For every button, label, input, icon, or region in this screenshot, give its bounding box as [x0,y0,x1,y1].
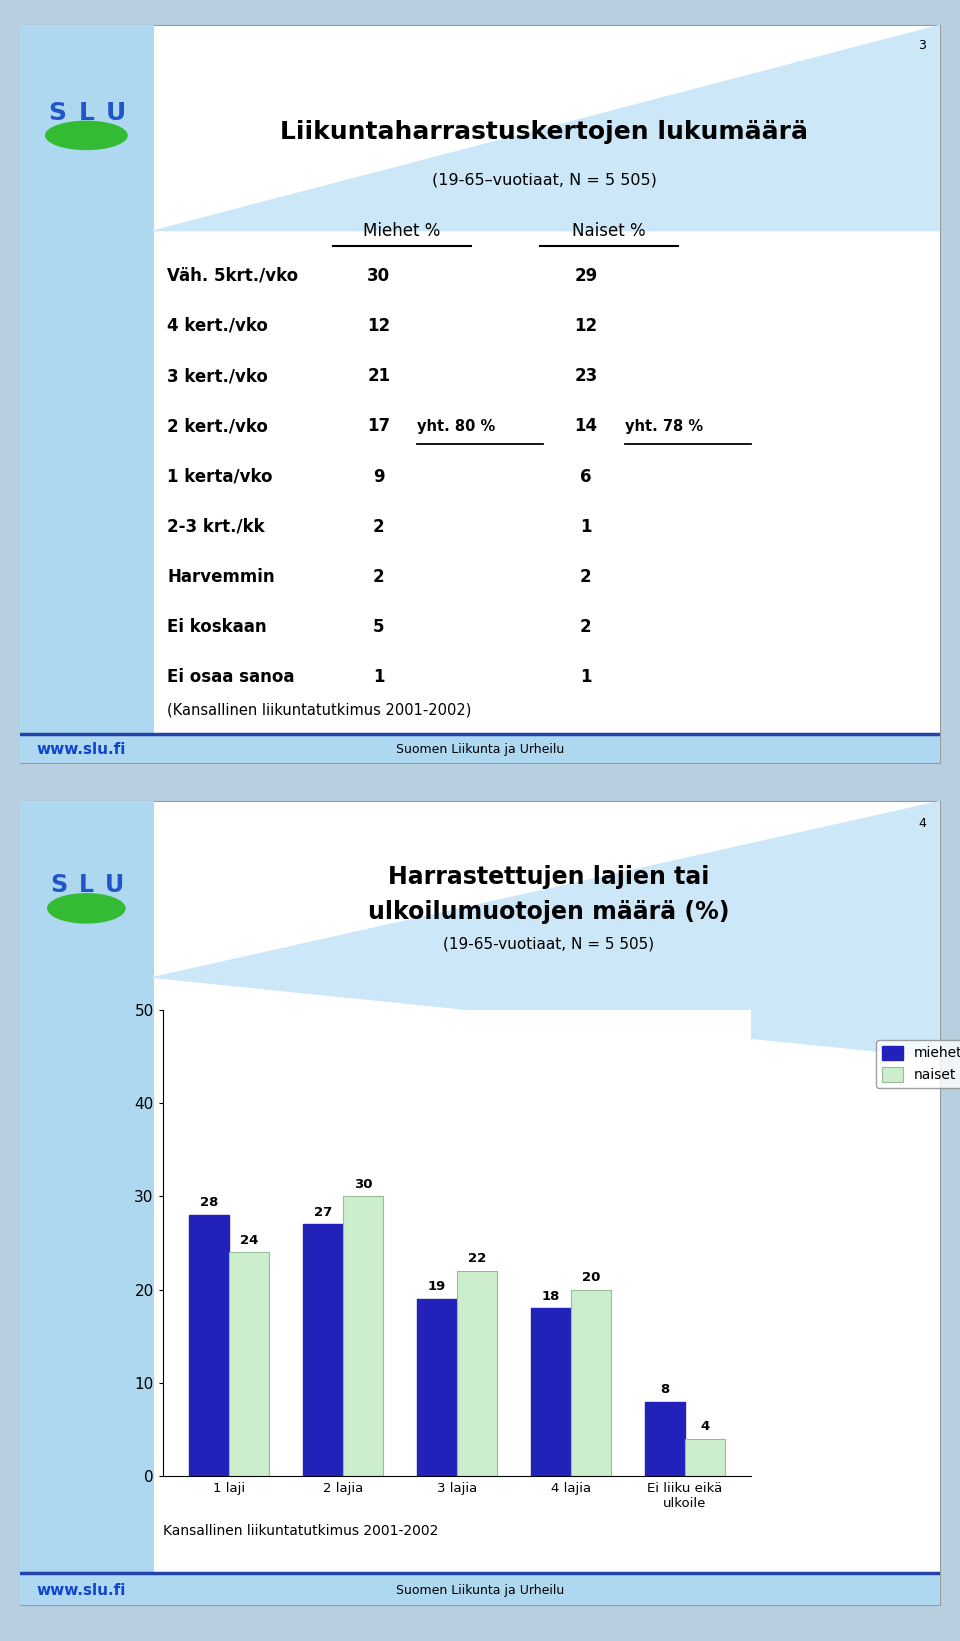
Text: www.slu.fi: www.slu.fi [36,1584,126,1598]
Bar [645,1401,684,1477]
Text: 5: 5 [373,619,385,637]
Polygon shape [149,25,940,231]
Bar [418,1300,457,1477]
Text: 28: 28 [201,1196,219,1209]
Polygon shape [149,801,940,1058]
FancyBboxPatch shape [20,25,940,763]
Text: 2-3 krt./kk: 2-3 krt./kk [167,519,265,535]
Text: Ei osaa sanoa: Ei osaa sanoa [167,668,295,686]
Text: yht. 80 %: yht. 80 % [418,418,495,433]
Legend: miehet, naiset: miehet, naiset [876,1040,960,1088]
Text: 30: 30 [368,267,391,284]
Text: U: U [106,102,126,125]
Text: (19-65–vuotiaat, N = 5 505): (19-65–vuotiaat, N = 5 505) [432,172,657,187]
Text: www.slu.fi: www.slu.fi [36,742,126,757]
Text: Suomen Liikunta ja Urheilu: Suomen Liikunta ja Urheilu [396,743,564,757]
Text: Liikuntaharrastuskertojen lukumäärä: Liikuntaharrastuskertojen lukumäärä [280,120,808,144]
Text: 1: 1 [373,668,385,686]
Bar [343,1196,383,1477]
Text: Naiset %: Naiset % [572,223,645,240]
Text: Kansallinen liikuntatutkimus 2001-2002: Kansallinen liikuntatutkimus 2001-2002 [162,1524,438,1538]
Text: 20: 20 [582,1272,600,1285]
Text: 2: 2 [580,568,591,586]
Ellipse shape [47,893,126,924]
Text: Harvemmin: Harvemmin [167,568,275,586]
Text: L: L [79,873,94,898]
Text: (Kansallinen liikuntatutkimus 2001-2002): (Kansallinen liikuntatutkimus 2001-2002) [167,702,471,717]
Text: 18: 18 [541,1290,560,1303]
Text: 12: 12 [368,317,391,335]
Bar [189,1214,229,1477]
Text: U: U [105,873,124,898]
Text: 19: 19 [428,1280,446,1293]
Text: 9: 9 [373,468,385,486]
Text: 24: 24 [240,1234,258,1247]
Text: 1: 1 [580,668,591,686]
Text: 21: 21 [368,368,391,386]
Text: 3 kert./vko: 3 kert./vko [167,368,268,386]
Text: 2 kert./vko: 2 kert./vko [167,417,268,435]
Text: Miehet %: Miehet % [363,223,441,240]
Text: 2: 2 [580,619,591,637]
Text: yht. 78 %: yht. 78 % [625,418,704,433]
Text: 14: 14 [574,417,597,435]
Text: 27: 27 [314,1206,332,1219]
Text: 4 kert./vko: 4 kert./vko [167,317,268,335]
Text: S: S [50,873,67,898]
Bar [571,1290,611,1477]
Text: 17: 17 [368,417,391,435]
Text: 29: 29 [574,267,597,284]
Bar [303,1224,343,1477]
Text: 1: 1 [580,519,591,535]
Text: L: L [79,102,94,125]
Text: ulkoilumuotojen määrä (%): ulkoilumuotojen määrä (%) [369,899,730,924]
Text: 8: 8 [660,1383,669,1396]
FancyBboxPatch shape [20,25,154,763]
FancyBboxPatch shape [20,801,940,1605]
Text: 4: 4 [700,1421,709,1433]
Text: (19-65-vuotiaat, N = 5 505): (19-65-vuotiaat, N = 5 505) [444,937,655,952]
Text: 3: 3 [918,39,926,53]
Text: 2: 2 [373,519,385,535]
Text: 4: 4 [918,817,926,830]
Text: Ei koskaan: Ei koskaan [167,619,267,637]
Text: Väh. 5krt./vko: Väh. 5krt./vko [167,267,299,284]
Text: Harrastettujen lajien tai: Harrastettujen lajien tai [388,865,709,889]
FancyBboxPatch shape [20,1572,940,1605]
FancyBboxPatch shape [20,801,154,1605]
Text: 6: 6 [580,468,591,486]
Text: S: S [48,102,66,125]
Bar [684,1439,725,1477]
Bar [229,1252,269,1477]
FancyBboxPatch shape [20,734,940,763]
Text: 30: 30 [354,1178,372,1191]
Bar [531,1308,571,1477]
Text: 1 kerta/vko: 1 kerta/vko [167,468,273,486]
Text: 2: 2 [373,568,385,586]
Text: Suomen Liikunta ja Urheilu: Suomen Liikunta ja Urheilu [396,1584,564,1597]
Text: 12: 12 [574,317,597,335]
Text: 22: 22 [468,1252,486,1265]
Text: 23: 23 [574,368,597,386]
Ellipse shape [45,120,128,149]
Bar [457,1272,497,1477]
